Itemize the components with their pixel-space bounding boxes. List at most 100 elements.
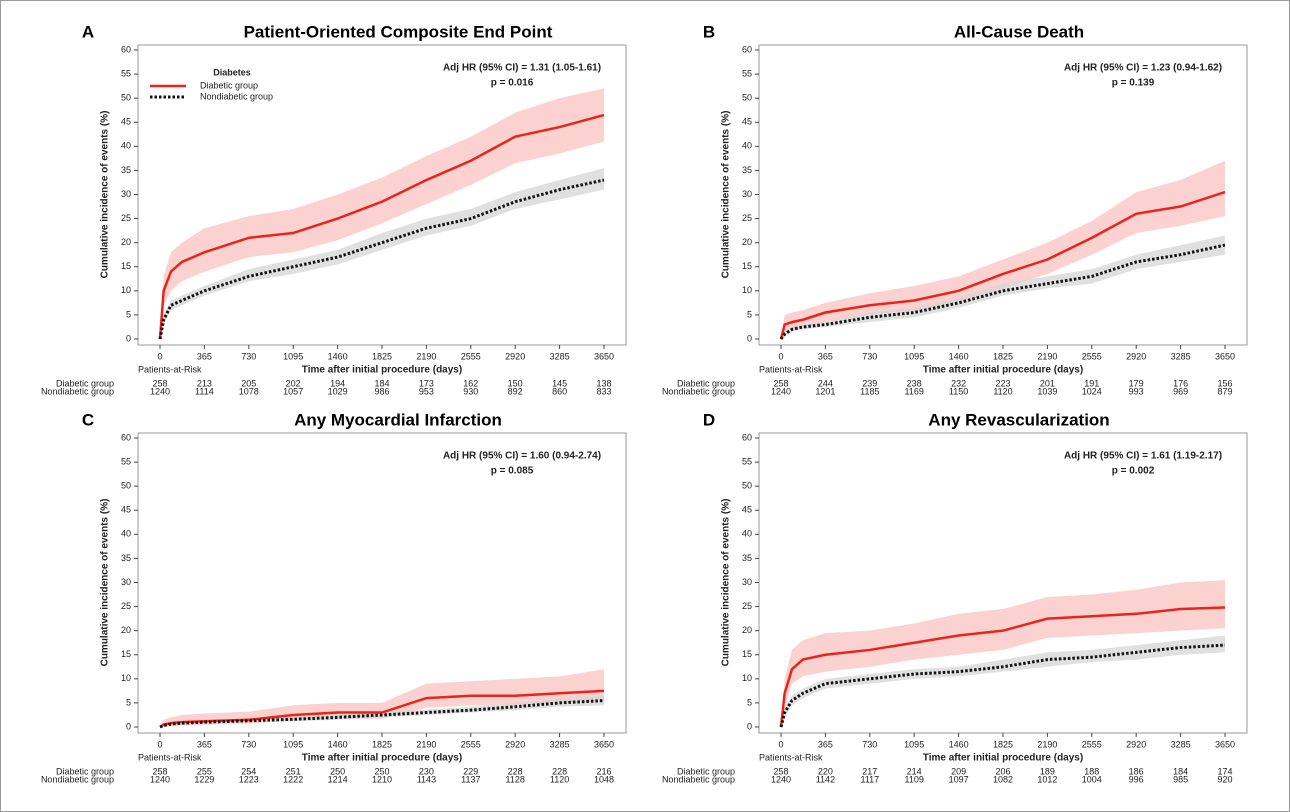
chart-title: Any Myocardial Infarction (294, 410, 502, 429)
risk-count: 258 (152, 378, 167, 388)
risk-count: 996 (1129, 774, 1144, 784)
x-tick-label: 0 (778, 739, 783, 749)
annotation: p = 0.002 (1112, 466, 1155, 477)
annotation: Adj HR (95% CI) = 1.61 (1.19-2.17) (1064, 451, 1222, 462)
legend-label: Nondiabetic group (200, 91, 273, 101)
x-tick-label: 3650 (594, 351, 614, 361)
risk-count: 209 (951, 766, 966, 776)
x-tick-label: 3650 (1215, 739, 1235, 749)
ci-band (781, 580, 1225, 727)
risk-count: 173 (419, 378, 434, 388)
y-tick-label: 60 (121, 44, 131, 54)
x-tick-label: 1825 (372, 351, 392, 361)
risk-count: 930 (463, 386, 478, 396)
y-tick-label: 40 (742, 529, 752, 539)
y-tick-label: 30 (742, 189, 752, 199)
x-tick-label: 3650 (1215, 351, 1235, 361)
risk-count: 220 (818, 766, 833, 776)
x-tick-label: 1825 (372, 739, 392, 749)
y-tick-label: 25 (742, 213, 752, 223)
chart-title: Patient-Oriented Composite End Point (244, 22, 553, 41)
risk-count: 920 (1217, 774, 1232, 784)
x-tick-label: 1460 (949, 739, 969, 749)
y-tick-label: 45 (121, 117, 131, 127)
x-tick-label: 365 (818, 351, 833, 361)
risk-count: 1024 (1082, 386, 1102, 396)
risk-count: 1137 (461, 774, 480, 784)
x-tick-label: 365 (197, 351, 212, 361)
y-tick-label: 0 (747, 333, 752, 343)
risk-count: 1004 (1082, 774, 1102, 784)
risk-count: 1048 (594, 774, 614, 784)
y-tick-label: 55 (742, 456, 752, 466)
y-tick-label: 0 (126, 721, 131, 731)
y-tick-label: 10 (742, 285, 752, 295)
x-tick-label: 2920 (1126, 739, 1146, 749)
risk-count: 228 (508, 766, 523, 776)
x-tick-label: 0 (778, 351, 783, 361)
y-tick-label: 35 (742, 553, 752, 563)
annotation: Adj HR (95% CI) = 1.31 (1.05-1.61) (443, 63, 601, 74)
x-axis-label: Time after initial procedure (days) (923, 365, 1083, 376)
y-tick-label: 25 (121, 601, 131, 611)
x-tick-label: 2920 (505, 739, 525, 749)
y-tick-label: 55 (121, 68, 131, 78)
y-tick-label: 60 (121, 432, 131, 442)
risk-count: 258 (773, 766, 788, 776)
risk-count: 953 (419, 386, 434, 396)
annotation: p = 0.016 (491, 78, 534, 89)
y-tick-label: 20 (121, 237, 131, 247)
risk-row-label: Diabetic group (677, 766, 735, 776)
y-tick-label: 40 (742, 141, 752, 151)
risk-count: 254 (241, 766, 256, 776)
chart-title: Any Revascularization (928, 410, 1109, 429)
x-tick-label: 2190 (416, 351, 436, 361)
risk-count: 189 (1040, 766, 1055, 776)
risk-count: 176 (1173, 378, 1188, 388)
y-tick-label: 30 (121, 189, 131, 199)
risk-count: 250 (374, 766, 389, 776)
y-tick-label: 0 (126, 333, 131, 343)
risk-count: 1185 (860, 386, 879, 396)
risk-count: 860 (552, 386, 567, 396)
risk-count: 201 (1040, 378, 1055, 388)
x-tick-label: 365 (197, 739, 212, 749)
risk-count: 138 (596, 378, 611, 388)
y-tick-label: 25 (742, 601, 752, 611)
x-tick-label: 1460 (328, 351, 348, 361)
risk-count: 230 (419, 766, 434, 776)
y-tick-label: 20 (742, 625, 752, 635)
risk-count: 1039 (1037, 386, 1057, 396)
risk-count: 216 (596, 766, 611, 776)
y-tick-label: 35 (742, 165, 752, 175)
risk-count: 1143 (417, 774, 436, 784)
risk-count: 1120 (993, 386, 1012, 396)
x-axis-label: Time after initial procedure (days) (302, 365, 462, 376)
y-tick-label: 5 (126, 697, 131, 707)
risk-count: 251 (286, 766, 301, 776)
risk-count: 1128 (506, 774, 525, 784)
risk-count: 229 (463, 766, 478, 776)
risk-table-title: Patients-at-Risk (138, 364, 202, 374)
risk-count: 213 (197, 378, 212, 388)
y-axis-label: Cumulative incidence of events (%) (100, 499, 111, 667)
y-tick-label: 20 (742, 237, 752, 247)
risk-count: 1240 (150, 774, 170, 784)
risk-count: 156 (1217, 378, 1232, 388)
x-tick-label: 0 (157, 739, 162, 749)
survival-line (158, 113, 605, 340)
risk-count: 1222 (283, 774, 303, 784)
y-tick-label: 40 (121, 529, 131, 539)
risk-count: 1012 (1037, 774, 1057, 784)
x-tick-label: 3285 (1171, 739, 1191, 749)
y-tick-label: 5 (747, 309, 752, 319)
risk-count: 1229 (194, 774, 214, 784)
ci-band (781, 635, 1225, 727)
risk-count: 969 (1173, 386, 1188, 396)
y-tick-label: 35 (121, 553, 131, 563)
risk-count: 1114 (195, 386, 214, 396)
risk-count: 238 (907, 378, 922, 388)
risk-count: 179 (1129, 378, 1144, 388)
risk-row-label: Diabetic group (56, 766, 114, 776)
